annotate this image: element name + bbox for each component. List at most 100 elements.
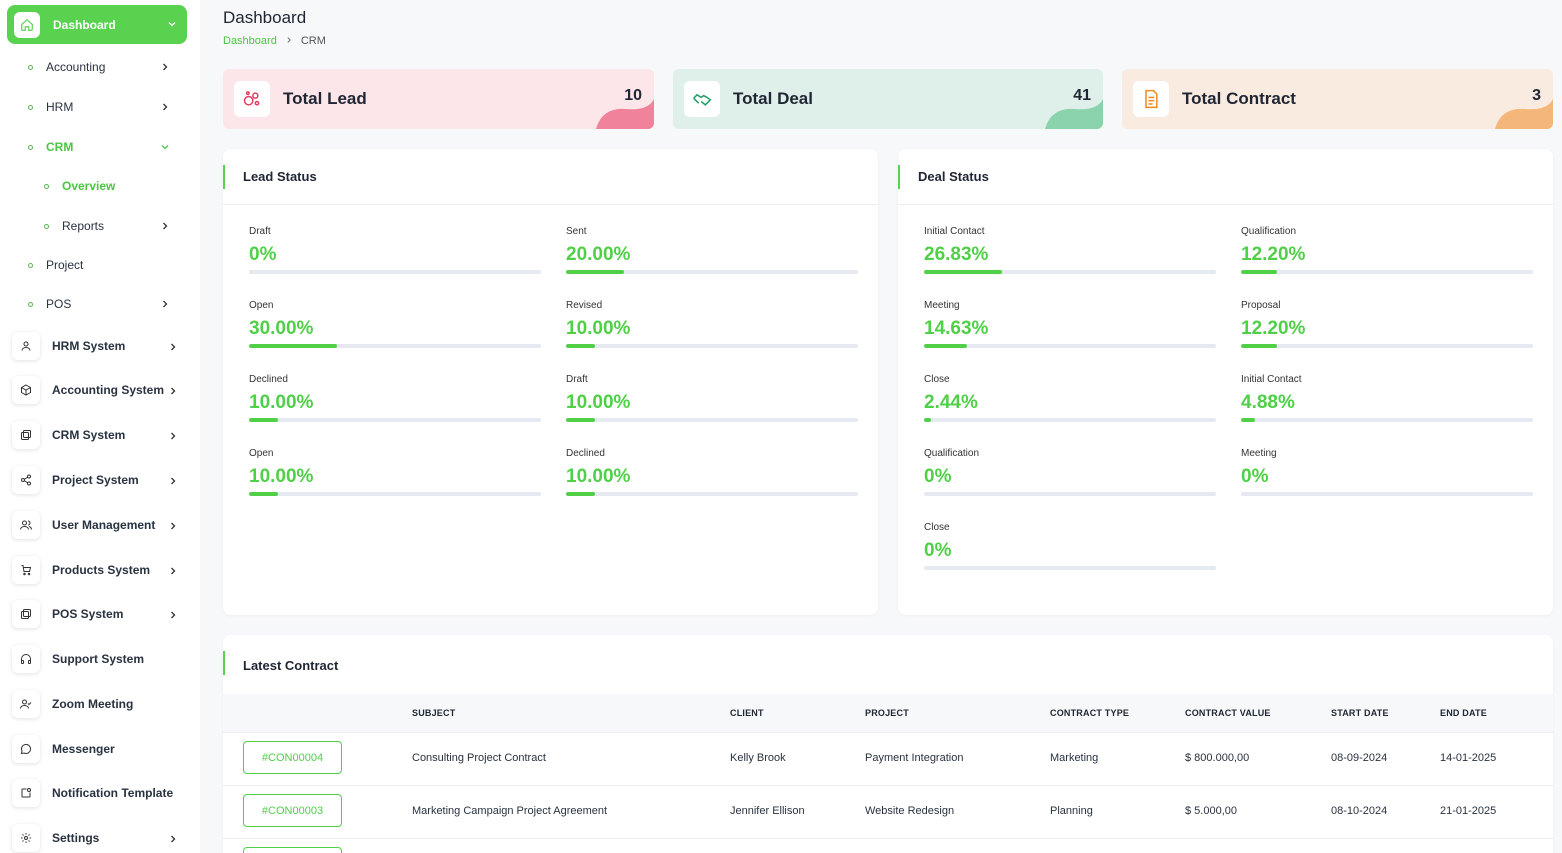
- status-metric: Initial Contact 26.83%: [924, 226, 1216, 274]
- column-header: CONTRACT VALUE: [1185, 708, 1271, 718]
- chevron-right-icon: [285, 36, 293, 47]
- sidebar-item-hrm-system[interactable]: HRM System: [12, 331, 188, 361]
- sidebar-item-zoom-meeting[interactable]: Zoom Meeting: [12, 689, 188, 719]
- sidebar-item-label: Project System: [52, 473, 139, 487]
- status-metric: Proposal 12.20%: [1241, 300, 1533, 348]
- sidebar-item-project-system[interactable]: Project System: [12, 465, 188, 495]
- metric-value: 10.00%: [566, 318, 631, 339]
- progress-bar: [566, 418, 858, 422]
- chevron-right-icon: [168, 475, 178, 489]
- progress-bar: [924, 418, 1216, 422]
- metric-label: Declined: [566, 448, 605, 459]
- deal-status-panel: Deal Status Initial Contact 26.83% Qualifi…: [898, 149, 1553, 615]
- progress-fill: [566, 270, 625, 274]
- message-icon: [12, 735, 40, 763]
- contract-value: $ 800.000,00: [1185, 752, 1250, 764]
- sidebar-item-messenger[interactable]: Messenger: [12, 734, 188, 764]
- sidebar-item-label: Messenger: [52, 742, 115, 756]
- user-icon: [12, 332, 40, 360]
- metric-label: Initial Contact: [924, 226, 985, 237]
- sidebar-item-crm[interactable]: CRM: [28, 137, 178, 157]
- progress-fill: [566, 344, 596, 348]
- progress-bar: [249, 492, 541, 496]
- progress-fill: [924, 344, 967, 348]
- column-header: PROJECT: [865, 708, 909, 718]
- card-wave-decoration: [1045, 99, 1103, 129]
- sidebar-item-support-system[interactable]: Support System: [12, 644, 188, 674]
- sidebar-item-pos-system[interactable]: POS System: [12, 599, 188, 629]
- handshake-icon: [684, 81, 720, 117]
- sidebar-item-label: POS System: [52, 607, 124, 621]
- sidebar: Dashboard Accounting HRM CRM Overview Re…: [0, 0, 200, 853]
- progress-bar: [924, 270, 1216, 274]
- sidebar-item-hrm[interactable]: HRM: [28, 97, 178, 117]
- sidebar-item-label: HRM System: [52, 339, 126, 353]
- stat-card-total-lead: Total Lead 10: [223, 69, 654, 129]
- contract-type: Marketing: [1050, 752, 1099, 764]
- bullet-icon: [44, 223, 49, 229]
- sidebar-item-crm-system[interactable]: CRM System: [12, 420, 188, 450]
- sidebar-item-label: CRM: [46, 140, 74, 154]
- contract-subject: Consulting Project Contract: [412, 752, 546, 764]
- gear-icon: [12, 824, 40, 852]
- user-check-icon: [12, 690, 40, 718]
- layers-icon: [12, 421, 40, 449]
- status-metric: Sent 20.00%: [566, 226, 858, 274]
- contract-project: Website Redesign: [865, 805, 955, 817]
- stat-card-total-contract: Total Contract 3: [1122, 69, 1553, 129]
- card-wave-decoration: [1495, 99, 1553, 129]
- metric-value: 10.00%: [249, 392, 314, 413]
- card-wave-decoration: [596, 99, 654, 129]
- contract-value: $ 5.000,00: [1185, 805, 1237, 817]
- metric-label: Open: [249, 448, 274, 459]
- progress-bar: [249, 344, 541, 348]
- sidebar-item-products-system[interactable]: Products System: [12, 555, 188, 585]
- contract-id-button[interactable]: #CON00003: [243, 794, 342, 827]
- metric-value: 0%: [249, 244, 277, 265]
- chevron-right-icon: [168, 609, 178, 623]
- status-metric: Initial Contact 4.88%: [1241, 374, 1533, 422]
- metric-value: 30.00%: [249, 318, 314, 339]
- sidebar-item-label: User Management: [52, 518, 156, 532]
- sidebar-item-dashboard[interactable]: Dashboard: [7, 5, 187, 44]
- chevron-down-icon: [160, 141, 170, 155]
- contract-id-button[interactable]: #CON00004: [243, 741, 342, 774]
- contract-id-button[interactable]: [243, 847, 342, 853]
- stat-count: 10: [624, 87, 642, 104]
- sidebar-item-project[interactable]: Project: [28, 255, 178, 275]
- breadcrumb: Dashboard CRM: [223, 35, 326, 47]
- bullet-icon: [28, 144, 33, 150]
- metric-value: 12.20%: [1241, 318, 1306, 339]
- sidebar-item-notification-template[interactable]: Notification Template: [12, 778, 188, 808]
- metric-value: 2.44%: [924, 392, 978, 413]
- progress-bar: [1241, 418, 1533, 422]
- sidebar-item-pos[interactable]: POS: [28, 294, 178, 314]
- sidebar-item-label: POS: [46, 297, 72, 311]
- sidebar-item-overview[interactable]: Overview: [44, 176, 178, 196]
- sidebar-item-user-management[interactable]: User Management: [12, 510, 188, 540]
- progress-bar: [924, 492, 1216, 496]
- metric-label: Revised: [566, 300, 603, 311]
- sidebar-item-accounting[interactable]: Accounting: [28, 57, 178, 77]
- column-header: END DATE: [1440, 708, 1487, 718]
- bullet-icon: [44, 183, 49, 189]
- progress-fill: [1241, 344, 1277, 348]
- metric-value: 0%: [924, 466, 952, 487]
- stat-label: Total Lead: [283, 89, 367, 108]
- progress-bar: [1241, 344, 1533, 348]
- metric-value: 10.00%: [249, 466, 314, 487]
- metric-label: Meeting: [1241, 448, 1277, 459]
- breadcrumb-link-dashboard[interactable]: Dashboard: [223, 35, 277, 47]
- sidebar-item-accounting-system[interactable]: Accounting System: [12, 375, 188, 405]
- contract-start-date: 08-10-2024: [1331, 805, 1388, 817]
- sidebar-item-reports[interactable]: Reports: [44, 216, 178, 236]
- stat-label: Total Deal: [733, 89, 813, 108]
- sidebar-item-label: Zoom Meeting: [52, 697, 134, 711]
- status-metric: Open 10.00%: [249, 448, 541, 496]
- chevron-right-icon: [168, 341, 178, 355]
- metric-value: 20.00%: [566, 244, 631, 265]
- chevron-down-icon: [167, 18, 177, 32]
- sidebar-item-settings[interactable]: Settings: [12, 823, 188, 853]
- metric-label: Proposal: [1241, 300, 1281, 311]
- progress-fill: [1241, 270, 1277, 274]
